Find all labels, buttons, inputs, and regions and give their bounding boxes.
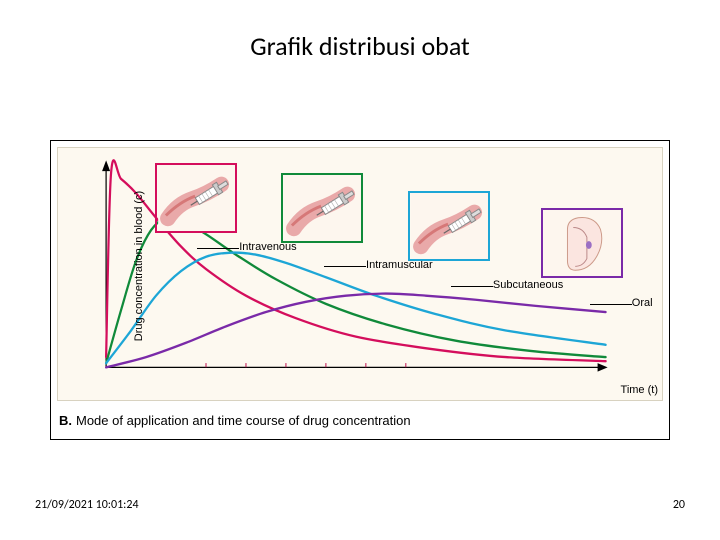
inset-intravenous [155,163,237,233]
y-axis-label: Drug concentration in blood (c) [133,191,145,341]
caption-prefix: B. [59,413,72,428]
curve-oral [106,294,606,368]
inset-oral [541,208,623,278]
plot-background: Drug concentration in blood (c) Time (t)… [57,147,663,401]
curve-subcutaneous [106,253,606,364]
inset-subcutaneous [408,191,490,261]
x-axis-label: Time (t) [621,384,658,396]
caption-text: Mode of application and time course of d… [76,413,411,428]
page-number: 20 [673,498,685,512]
leader-intravenous [197,248,239,249]
leader-oral [590,304,632,305]
label-subcutaneous: Subcutaneous [493,279,563,291]
figure-caption: B. Mode of application and time course o… [59,407,661,433]
inset-intramuscular [281,173,363,243]
leader-subcutaneous [451,286,493,287]
label-oral: Oral [632,297,653,309]
figure-container: Drug concentration in blood (c) Time (t)… [50,140,670,440]
slide-title: Grafik distribusi obat [0,30,720,62]
leader-intramuscular [324,266,366,267]
timestamp-footer: 21/09/2021 10:01:24 [35,498,139,512]
